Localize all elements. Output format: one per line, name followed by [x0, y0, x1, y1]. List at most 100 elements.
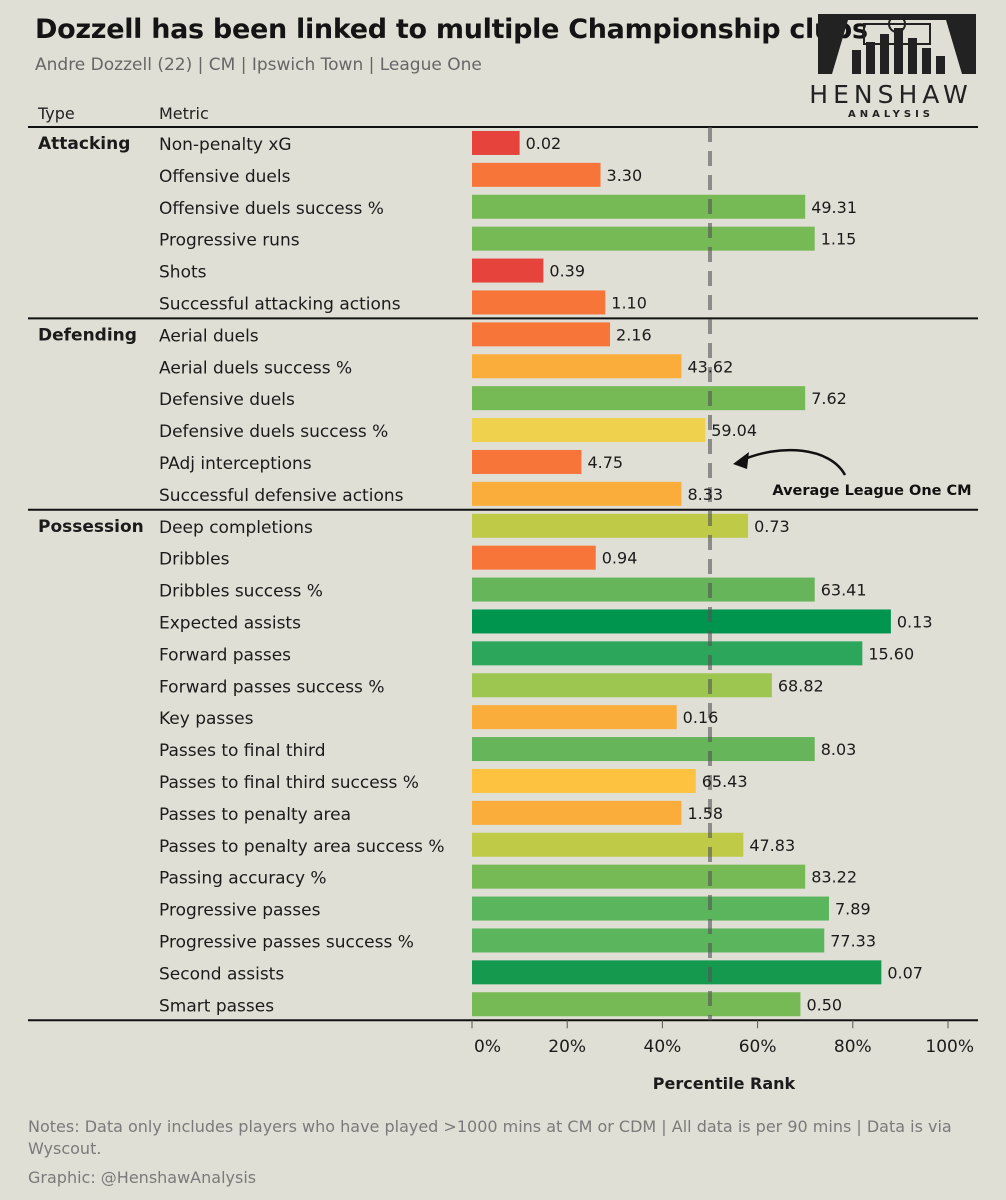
bar-value-label: 7.89: [835, 900, 871, 919]
x-tick-label: 80%: [834, 1037, 872, 1057]
metric-label: Dribbles success %: [159, 582, 323, 602]
bar-value-label: 83.22: [811, 868, 857, 887]
bar-value-label: 0.50: [806, 995, 842, 1014]
bar-value-label: 0.94: [602, 549, 638, 568]
bar: [472, 386, 806, 411]
bar: [472, 481, 682, 506]
bar: [472, 705, 677, 730]
metric-label: Expected assists: [159, 613, 301, 633]
x-tick-label: 60%: [739, 1037, 777, 1057]
footer-notes: Notes: Data only includes players who ha…: [28, 1117, 952, 1158]
bar-value-label: 0.39: [549, 262, 585, 281]
bar-value-label: 1.10: [611, 293, 647, 312]
metric-label: Deep completions: [159, 518, 313, 538]
column-header-type: Type: [38, 104, 75, 123]
metric-label: Offensive duels success %: [159, 199, 384, 219]
x-tick-label: 0%: [474, 1037, 501, 1057]
bar: [472, 545, 596, 570]
metric-label: Passing accuracy %: [159, 869, 327, 889]
arrowhead-icon: [733, 452, 749, 469]
bar-value-label: 0.73: [754, 517, 790, 536]
group-label: Possession: [38, 517, 144, 537]
metric-label: Passes to penalty area: [159, 805, 351, 825]
bar: [472, 641, 863, 666]
metric-label: Forward passes success %: [159, 677, 384, 697]
bar: [472, 896, 829, 921]
bar-value-label: 7.62: [811, 389, 847, 408]
bar-value-label: 77.33: [830, 931, 876, 950]
chart-title: Dozzell has been linked to multiple Cham…: [35, 14, 868, 45]
metric-label: Passes to penalty area success %: [159, 837, 444, 857]
bar-value-label: 3.30: [607, 166, 643, 185]
bar: [472, 800, 682, 825]
bar: [472, 226, 815, 251]
bar: [472, 258, 544, 283]
bar-value-label: 4.75: [587, 453, 623, 472]
bar: [472, 354, 682, 379]
metric-label: Defensive duels success %: [159, 422, 388, 442]
logo-wordmark: HENSHAW: [809, 80, 973, 109]
metric-label: Successful defensive actions: [159, 486, 404, 506]
metric-label: Aerial duels: [159, 326, 259, 346]
metric-label: Passes to final third success %: [159, 773, 419, 793]
metric-label: Shots: [159, 263, 207, 283]
bar-value-label: 63.41: [821, 581, 867, 600]
bar: [472, 577, 815, 602]
metric-label: Successful attacking actions: [159, 294, 401, 314]
bar: [472, 768, 696, 793]
bar: [472, 992, 801, 1017]
bar-value-label: 59.04: [711, 421, 757, 440]
x-axis-title: Percentile Rank: [653, 1074, 796, 1093]
bar-value-label: 1.15: [821, 230, 857, 249]
group-label: Attacking: [38, 134, 130, 154]
bar-value-label: 2.16: [616, 325, 652, 344]
metric-label: Aerial duels success %: [159, 358, 352, 378]
bar: [472, 513, 749, 538]
bar: [472, 864, 806, 889]
stadium-bars-logo-icon: [818, 14, 976, 74]
metric-label: Progressive passes: [159, 901, 321, 921]
bar: [472, 194, 806, 219]
metric-label: Progressive runs: [159, 231, 300, 251]
bar-value-label: 8.03: [821, 740, 857, 759]
metric-label: Non-penalty xG: [159, 135, 292, 155]
bar-value-label: 0.07: [887, 963, 923, 982]
bar: [472, 322, 611, 347]
column-header-metric: Metric: [159, 104, 209, 123]
metric-label: Passes to final third: [159, 741, 325, 761]
footer-credit: Graphic: @HenshawAnalysis: [28, 1168, 257, 1187]
bar: [472, 960, 882, 985]
bar: [472, 737, 815, 762]
annotation-label: Average League One CM: [772, 483, 971, 499]
bar-value-label: 0.13: [897, 612, 933, 631]
logo-subword: ANALYSIS: [847, 109, 935, 120]
bar: [472, 832, 744, 857]
x-tick-label: 40%: [644, 1037, 682, 1057]
bar: [472, 928, 825, 953]
bar: [472, 162, 601, 187]
bar-value-label: 15.60: [868, 644, 914, 663]
bar-value-label: 1.58: [687, 804, 723, 823]
x-tick-label: 100%: [925, 1037, 974, 1057]
metric-label: Smart passes: [159, 996, 274, 1016]
metric-label: Key passes: [159, 709, 254, 729]
bar-value-label: 43.62: [687, 357, 733, 376]
bar: [472, 609, 891, 634]
bar-value-label: 8.33: [687, 485, 723, 504]
chart-subtitle: Andre Dozzell (22) | CM | Ipswich Town |…: [35, 55, 482, 75]
bar-value-label: 47.83: [749, 836, 795, 855]
curved-arrow-icon: [739, 448, 847, 476]
metric-label: Second assists: [159, 964, 284, 984]
bar-value-label: 0.02: [526, 134, 562, 153]
bar-value-label: 68.82: [778, 676, 824, 695]
metric-label: Defensive duels: [159, 390, 295, 410]
bar-value-label: 0.16: [683, 708, 719, 727]
metric-label: PAdj interceptions: [159, 454, 312, 474]
group-label: Defending: [38, 325, 137, 345]
metric-label: Forward passes: [159, 645, 291, 665]
x-tick-label: 20%: [548, 1037, 586, 1057]
bar: [472, 673, 772, 698]
bar-value-label: 65.43: [702, 772, 748, 791]
bar-value-label: 49.31: [811, 198, 857, 217]
bar: [472, 130, 520, 155]
